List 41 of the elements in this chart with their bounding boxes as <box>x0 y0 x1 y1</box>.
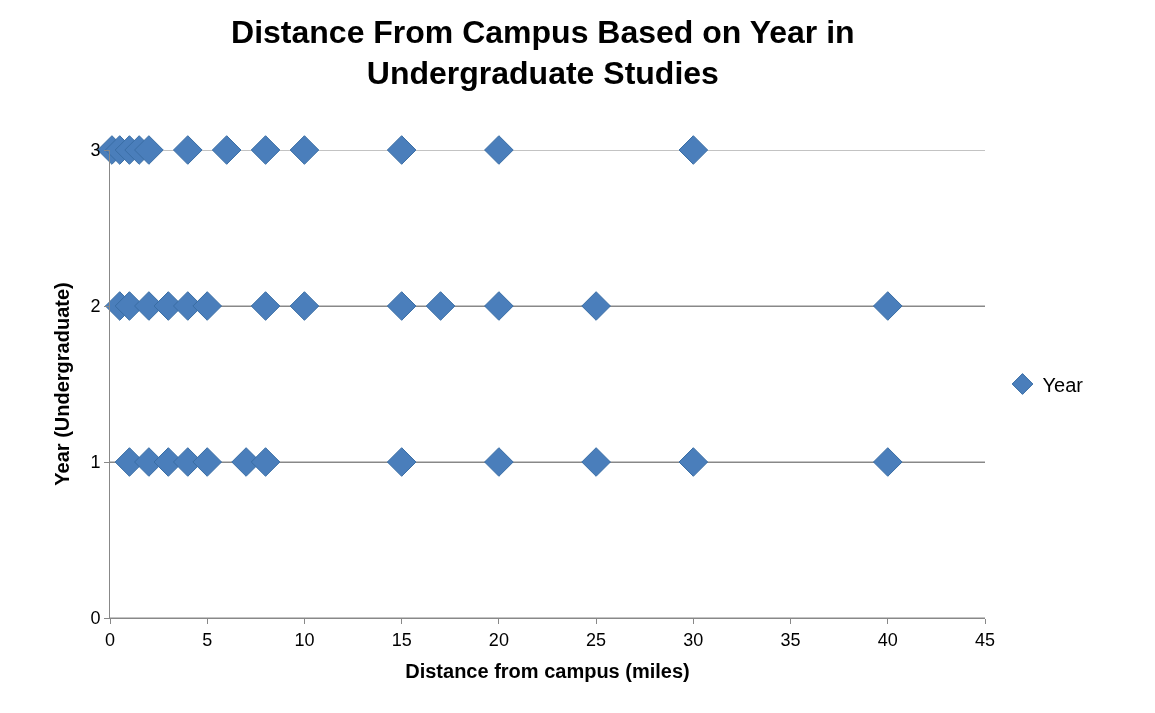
point <box>386 291 417 321</box>
point <box>386 447 417 477</box>
legend-label: Year <box>1042 373 1084 396</box>
point <box>250 291 281 321</box>
point <box>678 135 709 165</box>
x-tick-label: 25 <box>586 629 607 650</box>
point <box>425 291 456 321</box>
point <box>484 447 514 477</box>
point <box>289 291 320 321</box>
x-tick-label: 10 <box>294 629 315 650</box>
point <box>581 447 611 477</box>
point <box>872 291 903 321</box>
point <box>192 447 223 477</box>
point <box>289 135 320 165</box>
y-tick-label: 3 <box>90 140 101 161</box>
point <box>872 447 903 477</box>
point <box>172 135 203 165</box>
point <box>581 291 611 321</box>
x-tick-label: 35 <box>780 629 801 650</box>
chart-title: Distance From Campus Based on Year in Undergraduate Studies <box>231 13 855 92</box>
point <box>250 447 281 477</box>
point <box>250 135 281 165</box>
x-tick-label: 40 <box>877 629 898 650</box>
point <box>484 135 514 165</box>
point <box>386 135 417 165</box>
x-tick-label: 45 <box>974 629 996 650</box>
x-tick-label: 0 <box>104 629 116 650</box>
point <box>484 291 514 321</box>
y-tick-label: 2 <box>90 296 101 317</box>
x-tick-label: 5 <box>202 629 213 650</box>
x-tick-label: 15 <box>391 629 412 650</box>
y-axis-title: Year (Undergraduate) <box>50 282 73 486</box>
x-tick-label: 30 <box>683 629 704 650</box>
point <box>192 291 223 321</box>
x-tick-label: 20 <box>488 629 509 650</box>
y-tick-label: 1 <box>90 452 101 473</box>
point <box>134 135 164 165</box>
x-axis-title: Distance from campus (miles) <box>405 660 690 683</box>
point <box>211 135 242 165</box>
y-tick-label: 0 <box>90 608 101 629</box>
point <box>678 447 709 477</box>
